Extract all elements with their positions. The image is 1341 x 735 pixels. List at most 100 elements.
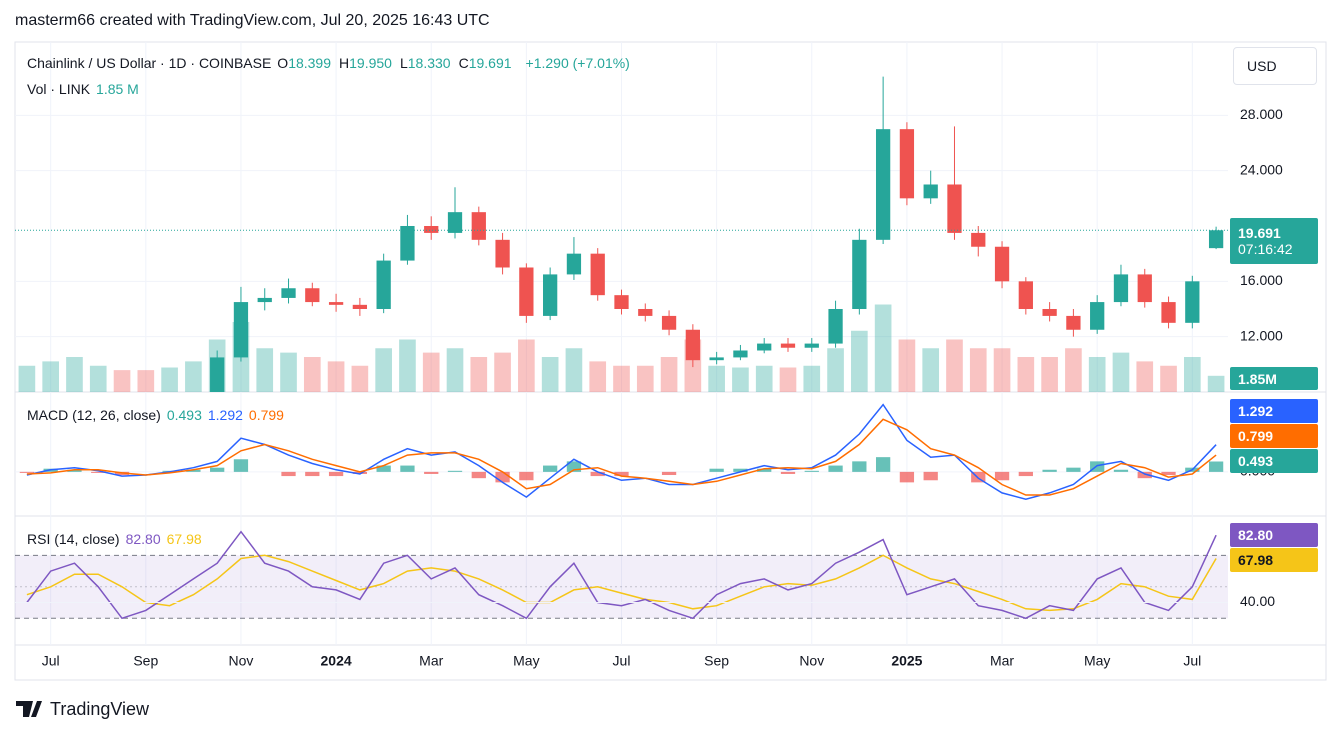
candle-body [1018, 281, 1033, 309]
macd-value: 1.292 [207, 407, 243, 423]
candle-body [543, 274, 558, 316]
candle-body [899, 129, 915, 199]
candle-body [257, 297, 272, 303]
macd-histogram-bar [780, 471, 796, 474]
x-tick-label: Mar [419, 653, 443, 669]
volume-bar [66, 357, 83, 392]
candle-body [1161, 302, 1176, 323]
x-tick-label: May [1084, 653, 1110, 669]
ohlc-key: C [458, 55, 469, 71]
macd-histogram-bar [709, 468, 724, 472]
volume-bar [327, 361, 345, 392]
macd-histogram-bar [1208, 461, 1224, 472]
macd-histogram-bar [1113, 469, 1129, 472]
rsi-title: RSI (14, close) [27, 531, 120, 547]
candle-body [852, 239, 867, 309]
macd-histogram-bar [400, 465, 415, 472]
x-tick-label: Sep [133, 653, 158, 669]
candle-body [1042, 308, 1057, 316]
volume-bar [565, 348, 583, 392]
macd-legend: MACD (12, 26, close) 0.493 1.292 0.799 [27, 407, 290, 423]
macd-line [26, 418, 1217, 496]
volume-bar [732, 367, 749, 392]
x-tick-label: Jul [42, 653, 60, 669]
volume-bar [969, 348, 987, 392]
rsi-legend: RSI (14, close) 82.80 67.98 [27, 531, 208, 547]
rsi-line [26, 530, 1217, 620]
candle-body [447, 212, 463, 233]
volume-bar [89, 365, 107, 392]
hist-axis-label: 0.493 [1230, 449, 1318, 473]
volume-bar [351, 365, 369, 392]
macd-histogram-bar [733, 468, 748, 472]
signal-value: 0.799 [248, 407, 284, 423]
macd-histogram-bar [543, 465, 558, 472]
symbol-title: Chainlink / US Dollar · 1D · COINBASE [27, 55, 272, 71]
volume-bar [1112, 352, 1130, 392]
volume-bar [1160, 365, 1177, 392]
candle-body [733, 350, 748, 358]
candle-body [328, 302, 344, 305]
volume-bar [827, 348, 844, 392]
candle-body [947, 184, 962, 233]
currency-button[interactable]: USD [1233, 47, 1317, 85]
logo-text: TradingView [50, 699, 150, 719]
candle-body [709, 357, 724, 361]
change: +1.290 (+7.01%) [525, 55, 630, 71]
price-label: 19.691 07:16:42 [1230, 218, 1318, 264]
macd-histogram-bar [1137, 471, 1152, 479]
candle-body [923, 184, 938, 199]
volume-bar [422, 352, 440, 392]
countdown: 07:16:42 [1238, 241, 1293, 257]
macd-histogram-bar [305, 471, 320, 477]
volume-bar [755, 365, 773, 392]
y-tick-label: 12.000 [1240, 327, 1283, 343]
ohlc-key: O [277, 55, 289, 71]
candle-body [1137, 274, 1152, 303]
macd-histogram-bar [281, 471, 296, 477]
macd-histogram-bar [804, 470, 819, 472]
ohlc-key: H [339, 55, 350, 71]
last-price: 19.691 [1238, 225, 1281, 241]
macd-histogram-bar [519, 471, 534, 481]
macd-histogram-bar [1090, 461, 1105, 472]
macd-histogram-bar [233, 459, 249, 472]
candle-body [20, 422, 34, 426]
candle-body [1090, 302, 1105, 330]
volume-bar [922, 348, 940, 392]
volume-bar [18, 365, 36, 392]
macd-histogram-bar [971, 471, 986, 483]
candle-body [233, 302, 249, 358]
candle-body [1113, 274, 1129, 303]
volume-bar [470, 357, 488, 392]
panel-border [14, 41, 1327, 681]
macd-histogram-bar [1161, 471, 1176, 476]
candle-body [875, 129, 891, 240]
x-tick-label: Mar [990, 653, 1014, 669]
candle-body [1066, 315, 1081, 330]
candle-body [495, 239, 510, 268]
volume-bar [446, 348, 464, 392]
volume-bar [874, 304, 892, 392]
candle-body [424, 225, 439, 233]
candle-body [281, 288, 296, 298]
candle-body [971, 232, 986, 247]
candle-body [566, 253, 582, 275]
macd-histogram-bar [566, 461, 582, 472]
price-legend: Chainlink / US Dollar · 1D · COINBASE O18… [27, 55, 636, 71]
macd-histogram-bar [899, 471, 915, 483]
rsi-ma-axis-label: 67.98 [1230, 548, 1318, 572]
macd-histogram-bar [352, 471, 368, 474]
candle-body [994, 246, 1010, 282]
macd-histogram-bar [852, 461, 867, 472]
ohlc-value: 19.691 [468, 55, 512, 71]
candle-body [1185, 281, 1200, 323]
volume-legend: Vol · LINK 1.85 M [27, 81, 145, 97]
rsi-value: 82.80 [125, 531, 161, 547]
volume-bar [303, 357, 321, 392]
macd-histogram-bar [376, 465, 391, 472]
volume-bar [1065, 348, 1082, 392]
macd-histogram-bar [447, 470, 463, 472]
rsi-line [26, 554, 1217, 612]
rsi-axis-label: 82.80 [1230, 523, 1318, 547]
